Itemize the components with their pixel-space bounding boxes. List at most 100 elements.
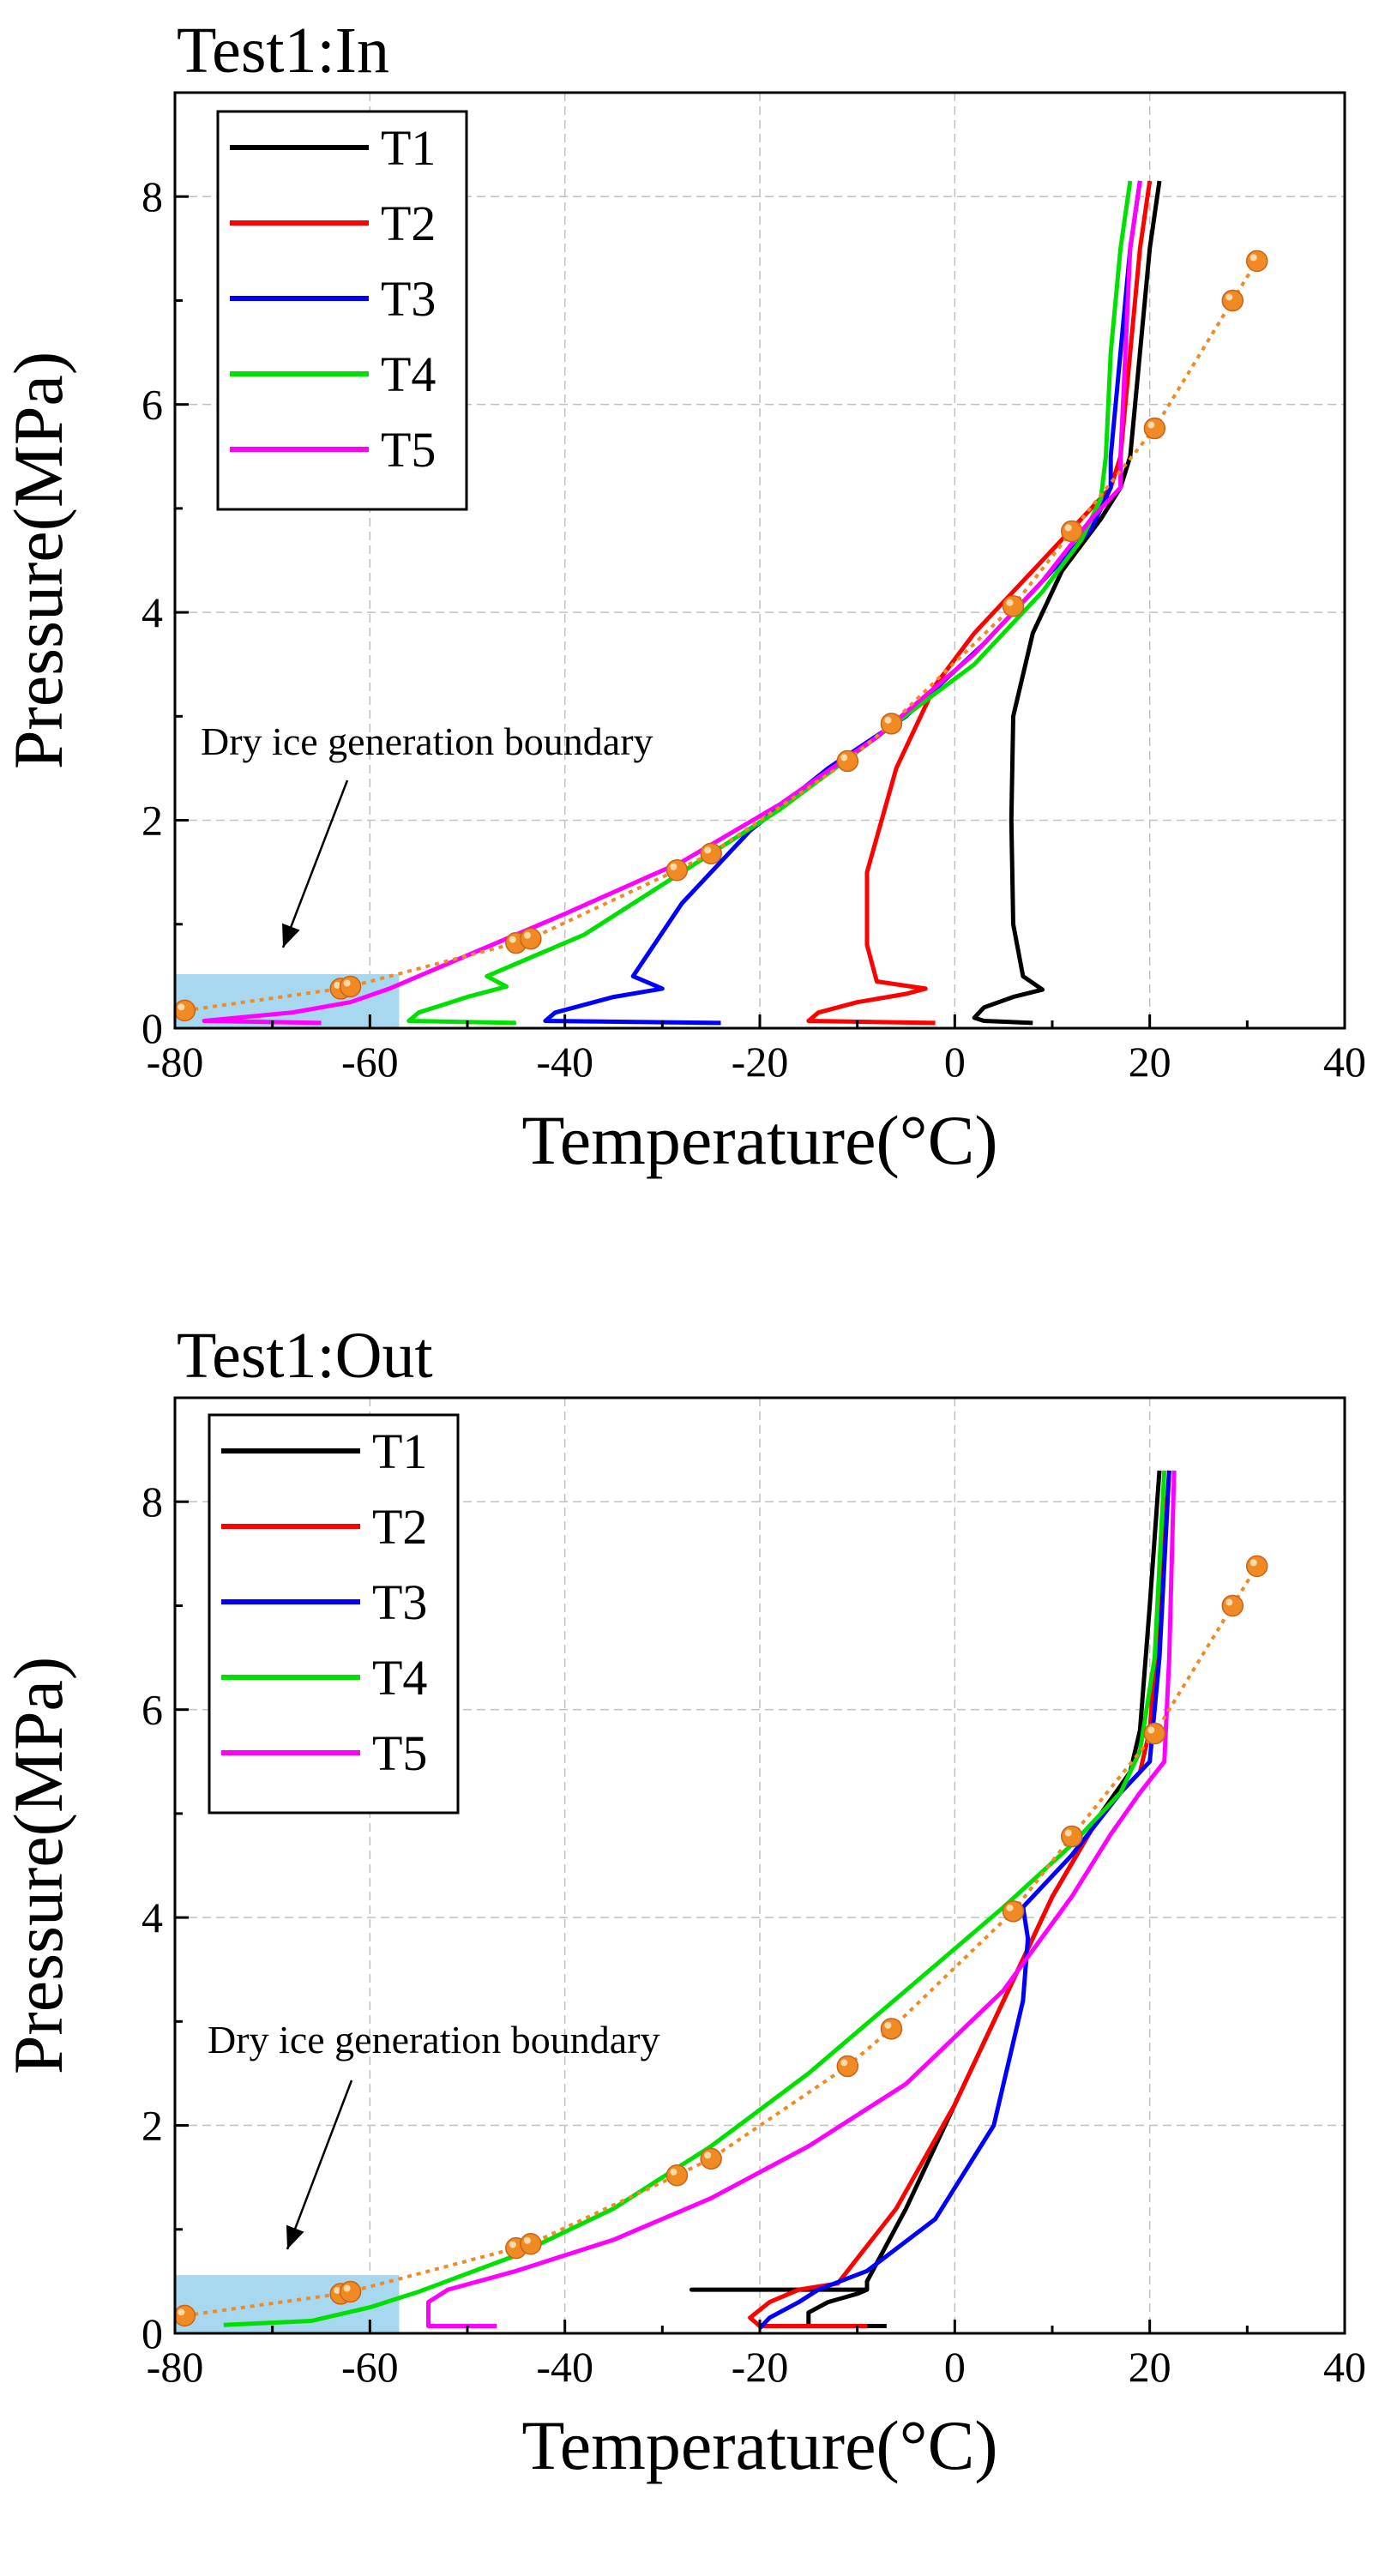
boundary-curve bbox=[184, 1565, 1259, 2318]
series-t4-line bbox=[223, 1470, 1167, 2327]
legend-label-t1: T1 bbox=[372, 1423, 427, 1479]
x-tick-label: 40 bbox=[1323, 1038, 1366, 1086]
annotation-arrow-line bbox=[281, 779, 349, 948]
boundary-point bbox=[1060, 520, 1083, 543]
boundary-point-highlight bbox=[1064, 1829, 1072, 1837]
boundary-point-highlight bbox=[1064, 524, 1072, 532]
boundary-point-highlight bbox=[334, 981, 341, 989]
boundary-point-highlight bbox=[884, 2021, 892, 2029]
annotation-arrow-line bbox=[286, 2079, 353, 2250]
boundary-point bbox=[665, 2164, 689, 2187]
legend-label-t4: T4 bbox=[381, 346, 436, 402]
boundary-point bbox=[1221, 1594, 1244, 1617]
boundary-point-highlight bbox=[670, 863, 677, 870]
series-t2-line bbox=[748, 1470, 1171, 2328]
chart-test1-in: Test1:In -80 -60 -40 -20 0 20 40 0 2 4 6 8 Temperatur… bbox=[0, 15, 1366, 1179]
boundary-point-highlight bbox=[1225, 1598, 1233, 1606]
y-tick-label: 0 bbox=[142, 1004, 163, 1052]
x-tick-label: 40 bbox=[1323, 2343, 1366, 2391]
y-tick-label: 6 bbox=[142, 381, 163, 429]
x-tick-label: -60 bbox=[341, 2343, 399, 2391]
chart-test1-out: Test1:Out -80 -60 -40 -20 0 20 40 0 2 4 6 8 Temperatu… bbox=[0, 1288, 1391, 2576]
series-group bbox=[223, 1470, 1177, 2330]
dry-ice-region bbox=[175, 2275, 400, 2333]
chart-svg-out: Test1:Out -80 -60 -40 -20 0 20 40 0 2 4 6 8 Temperatu… bbox=[0, 1320, 1366, 2484]
y-tick-label: 0 bbox=[142, 2309, 163, 2357]
boundary-point bbox=[700, 2147, 722, 2170]
boundary-point bbox=[1245, 1555, 1268, 1578]
legend-label-t2: T2 bbox=[372, 1499, 427, 1555]
y-tick-label: 8 bbox=[142, 1478, 163, 1526]
boundary-point bbox=[1143, 1722, 1166, 1745]
x-tick-label: 20 bbox=[1129, 2343, 1171, 2391]
legend-box bbox=[216, 110, 468, 511]
boundary-point bbox=[339, 2280, 362, 2303]
x-tick-label: -40 bbox=[536, 1038, 593, 1086]
grid bbox=[175, 1398, 1345, 2333]
boundary-point bbox=[520, 2232, 542, 2255]
boundary-point-highlight bbox=[704, 2152, 712, 2159]
legend-label-t5: T5 bbox=[381, 422, 436, 478]
boundary-point bbox=[1002, 1900, 1025, 1923]
series-t3-line bbox=[543, 180, 1142, 1026]
boundary-point-highlight bbox=[1006, 599, 1014, 606]
x-tick-label: 0 bbox=[944, 1038, 966, 1086]
legend: T1 T2 T3 T4 T5 bbox=[216, 110, 468, 511]
series-t5-line bbox=[426, 1470, 1177, 2328]
boundary-point-highlight bbox=[523, 2236, 531, 2244]
x-tick-label: -40 bbox=[536, 2343, 593, 2391]
y-axis-label: Pressure(MPa) bbox=[0, 352, 77, 769]
boundary-point-highlight bbox=[178, 2308, 185, 2316]
legend-label-t5: T5 bbox=[372, 1725, 427, 1781]
series-t3-line bbox=[758, 1470, 1171, 2330]
boundary-point-highlight bbox=[1249, 1559, 1257, 1567]
y-tick-label: 2 bbox=[142, 2102, 163, 2150]
boundary-point bbox=[700, 842, 722, 865]
boundary-point bbox=[520, 927, 542, 950]
boundary-point-highlight bbox=[509, 2241, 516, 2248]
boundary-point bbox=[880, 713, 903, 735]
x-tick-label: -80 bbox=[147, 2343, 204, 2391]
legend-label-t1: T1 bbox=[381, 120, 436, 176]
boundary-point bbox=[836, 2055, 859, 2078]
boundary-point-highlight bbox=[704, 846, 712, 854]
boundary-point-highlight bbox=[884, 716, 892, 724]
legend: T1 T2 T3 T4 T5 bbox=[208, 1413, 460, 1815]
boundary-point bbox=[173, 2304, 196, 2327]
boundary-point bbox=[1245, 250, 1268, 273]
boundary-point-highlight bbox=[840, 754, 848, 761]
series-t1-line bbox=[972, 180, 1162, 1026]
boundary-point bbox=[1060, 1825, 1083, 1848]
legend-label-t4: T4 bbox=[372, 1650, 427, 1706]
boundary-point bbox=[836, 749, 859, 773]
x-tick-label: 20 bbox=[1129, 1038, 1171, 1086]
boundary-point-highlight bbox=[1147, 421, 1155, 429]
series-t2-line bbox=[806, 180, 1153, 1026]
x-tick-label: 0 bbox=[944, 2343, 966, 2391]
legend-label-t3: T3 bbox=[381, 271, 436, 327]
boundary-point-highlight bbox=[334, 2286, 341, 2294]
boundary-curve bbox=[184, 260, 1259, 1013]
boundary-annotation: Dry ice generation boundary bbox=[201, 719, 653, 763]
boundary-point-highlight bbox=[1006, 1904, 1014, 1911]
boundary-point bbox=[1002, 595, 1025, 617]
chart-title: Test1:In bbox=[177, 15, 389, 87]
series-t1-line bbox=[689, 1470, 1162, 2328]
boundary-point-highlight bbox=[1249, 254, 1257, 262]
x-axis-label: Temperature(°C) bbox=[521, 1101, 997, 1179]
series-t5-line bbox=[202, 180, 1142, 1026]
x-tick-label: -20 bbox=[732, 1038, 789, 1086]
boundary-point bbox=[173, 999, 196, 1022]
y-tick-label: 8 bbox=[142, 172, 163, 220]
legend-label-t3: T3 bbox=[372, 1574, 427, 1630]
y-tick-label: 4 bbox=[142, 1893, 163, 1941]
chart-title: Test1:Out bbox=[177, 1320, 433, 1392]
legend-label-t2: T2 bbox=[381, 196, 436, 251]
boundary-point-highlight bbox=[1147, 1726, 1155, 1734]
boundary-point-highlight bbox=[840, 2059, 848, 2067]
boundary-point-highlight bbox=[509, 936, 516, 943]
boundary-point bbox=[339, 975, 362, 998]
chart-svg-in: Test1:In -80 -60 -40 -20 0 20 40 0 2 4 6 8 Temperatur… bbox=[0, 15, 1366, 1179]
annotation-arrow-head bbox=[282, 923, 300, 948]
boundary-point-highlight bbox=[670, 2168, 677, 2176]
